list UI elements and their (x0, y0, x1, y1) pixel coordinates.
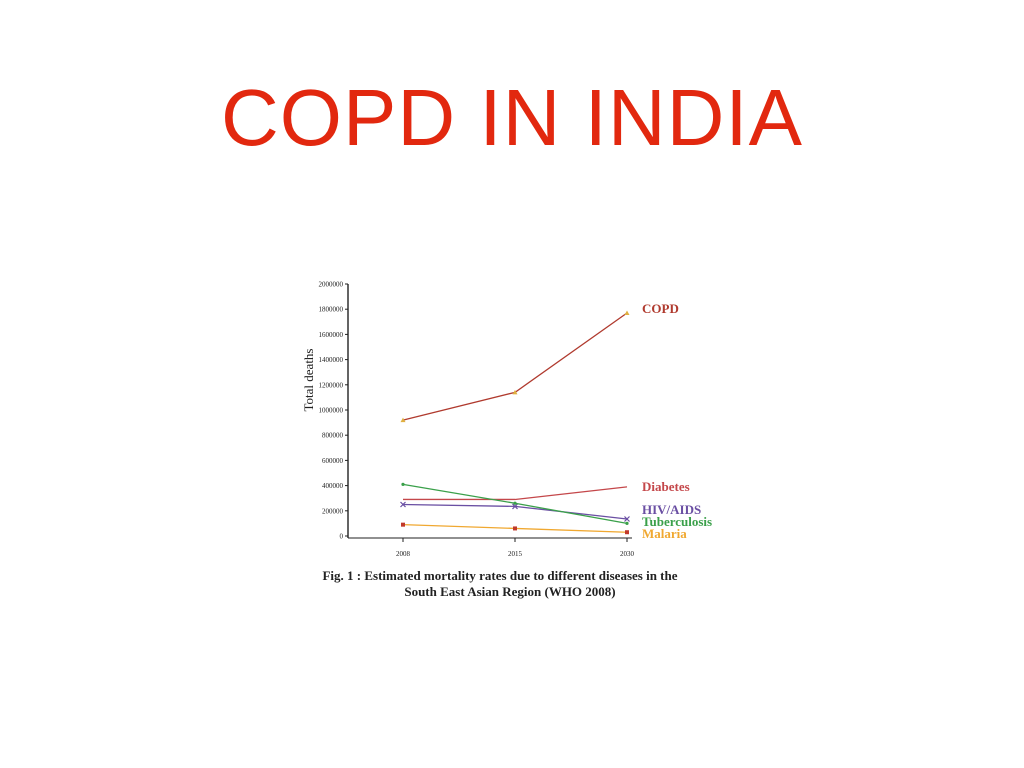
x-tick-label: 2015 (508, 550, 523, 558)
data-point-hiv-aids (400, 501, 406, 508)
y-tick-label: 600000 (322, 457, 344, 465)
series-label-copd: COPD (642, 301, 679, 316)
y-tick-label: 200000 (322, 507, 344, 515)
figure-caption-line-2: South East Asian Region (WHO 2008) (404, 584, 615, 599)
y-axis: 0 200000 400000 600000 800000 1000000 1200000 1… (319, 281, 349, 541)
y-tick-label: 1600000 (319, 331, 344, 339)
y-tick-label: 1800000 (319, 306, 344, 314)
data-point-copd (400, 417, 406, 423)
x-tick-label: 2030 (620, 550, 635, 558)
series-label-tuberculosis: Tuberculosis (642, 514, 712, 529)
y-tick-label: 0 (340, 533, 344, 541)
x-axis: 2008 2015 2030 (348, 537, 635, 558)
data-point-tuberculosis (513, 501, 517, 505)
y-tick-label: 1400000 (319, 356, 344, 364)
data-point-tuberculosis (401, 482, 405, 486)
slide-title: COPD IN INDIA (221, 73, 803, 162)
y-tick-label: 400000 (322, 482, 344, 490)
data-point-copd (624, 310, 630, 315)
series-line-diabetes (403, 486, 628, 501)
chart-container: 0 200000 400000 600000 800000 1000000 1200000 1… (290, 270, 740, 610)
series-lines (400, 310, 630, 535)
series-label-hiv-aids: HIV/AIDS (642, 502, 701, 517)
data-point-malaria (401, 522, 405, 527)
line-chart: 0 200000 400000 600000 800000 1000000 1200000 1… (301, 281, 712, 600)
data-point-hiv-aids (512, 503, 518, 510)
y-tick-label: 1000000 (319, 407, 344, 415)
y-tick-label: 2000000 (319, 281, 344, 289)
data-point-copd (512, 389, 518, 395)
series-label-malaria: Malaria (642, 526, 687, 541)
x-tick-label: 2008 (396, 550, 411, 558)
series-label-diabetes: Diabetes (642, 479, 690, 494)
data-point-tuberculosis (625, 521, 629, 525)
y-tick-label: 1200000 (319, 381, 344, 389)
figure-caption-line-1: Fig. 1 : Estimated mortality rates due t… (322, 568, 677, 583)
data-point-malaria (625, 530, 629, 535)
data-point-malaria (513, 526, 517, 531)
y-tick-label: 800000 (322, 432, 344, 440)
data-point-hiv-aids (624, 516, 630, 522)
y-axis-title: Total deaths (301, 349, 316, 412)
series-line-copd (402, 312, 628, 421)
